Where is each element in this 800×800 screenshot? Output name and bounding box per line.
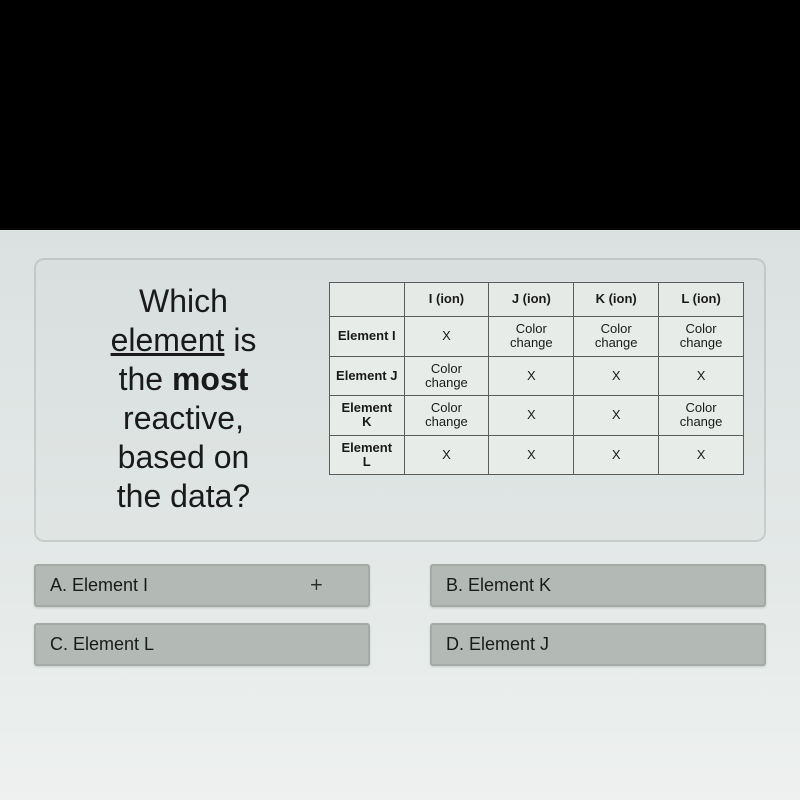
content-area: Which element is the most reactive, base…: [0, 230, 800, 800]
table-row: Element I X Color change Color change Co…: [330, 317, 744, 357]
answer-option-b[interactable]: B. Element K: [430, 564, 766, 607]
cell: X: [404, 317, 489, 357]
col-k: K (ion): [574, 283, 659, 317]
answer-option-c[interactable]: C. Element L: [34, 623, 370, 666]
q-line-6: the data?: [117, 478, 250, 514]
cell: X: [574, 356, 659, 396]
table-row: Element L X X X X: [330, 435, 744, 475]
col-i: I (ion): [404, 283, 489, 317]
question-text: Which element is the most reactive, base…: [56, 278, 311, 516]
cell: X: [489, 396, 574, 436]
table-row: Element K Color change X X Color change: [330, 396, 744, 436]
cell: X: [659, 435, 744, 475]
question-card: Which element is the most reactive, base…: [34, 258, 766, 542]
col-j: J (ion): [489, 283, 574, 317]
cell: X: [659, 356, 744, 396]
answer-option-a[interactable]: A. Element I: [34, 564, 370, 607]
q-line-5: based on: [118, 439, 250, 475]
cell: X: [404, 435, 489, 475]
row-head-l: Element L: [330, 435, 405, 475]
cell: X: [574, 396, 659, 436]
cell: Color change: [659, 317, 744, 357]
cell: X: [489, 435, 574, 475]
row-head-j: Element J: [330, 356, 405, 396]
cell: Color change: [404, 356, 489, 396]
q-line-1: Which: [139, 283, 228, 319]
q-line-4: reactive,: [123, 400, 244, 436]
cell: X: [574, 435, 659, 475]
table-row: Element J Color change X X X: [330, 356, 744, 396]
q-line-3b: most: [172, 361, 248, 397]
q-line-2b: is: [224, 322, 256, 358]
answer-grid: A. Element I B. Element K C. Element L D…: [34, 564, 766, 666]
cell: X: [489, 356, 574, 396]
col-l: L (ion): [659, 283, 744, 317]
table-header-row: I (ion) J (ion) K (ion) L (ion): [330, 283, 744, 317]
row-head-i: Element I: [330, 317, 405, 357]
reactivity-table: I (ion) J (ion) K (ion) L (ion) Element …: [329, 282, 744, 475]
black-top-bar: [0, 0, 800, 230]
cell: Color change: [659, 396, 744, 436]
q-line-2-underline: element: [111, 322, 225, 358]
cell: Color change: [489, 317, 574, 357]
cell: Color change: [574, 317, 659, 357]
row-head-k: Element K: [330, 396, 405, 436]
cell: Color change: [404, 396, 489, 436]
reactivity-table-wrap: I (ion) J (ion) K (ion) L (ion) Element …: [329, 278, 744, 475]
col-blank: [330, 283, 405, 317]
answer-option-d[interactable]: D. Element J: [430, 623, 766, 666]
q-line-3a: the: [119, 361, 172, 397]
